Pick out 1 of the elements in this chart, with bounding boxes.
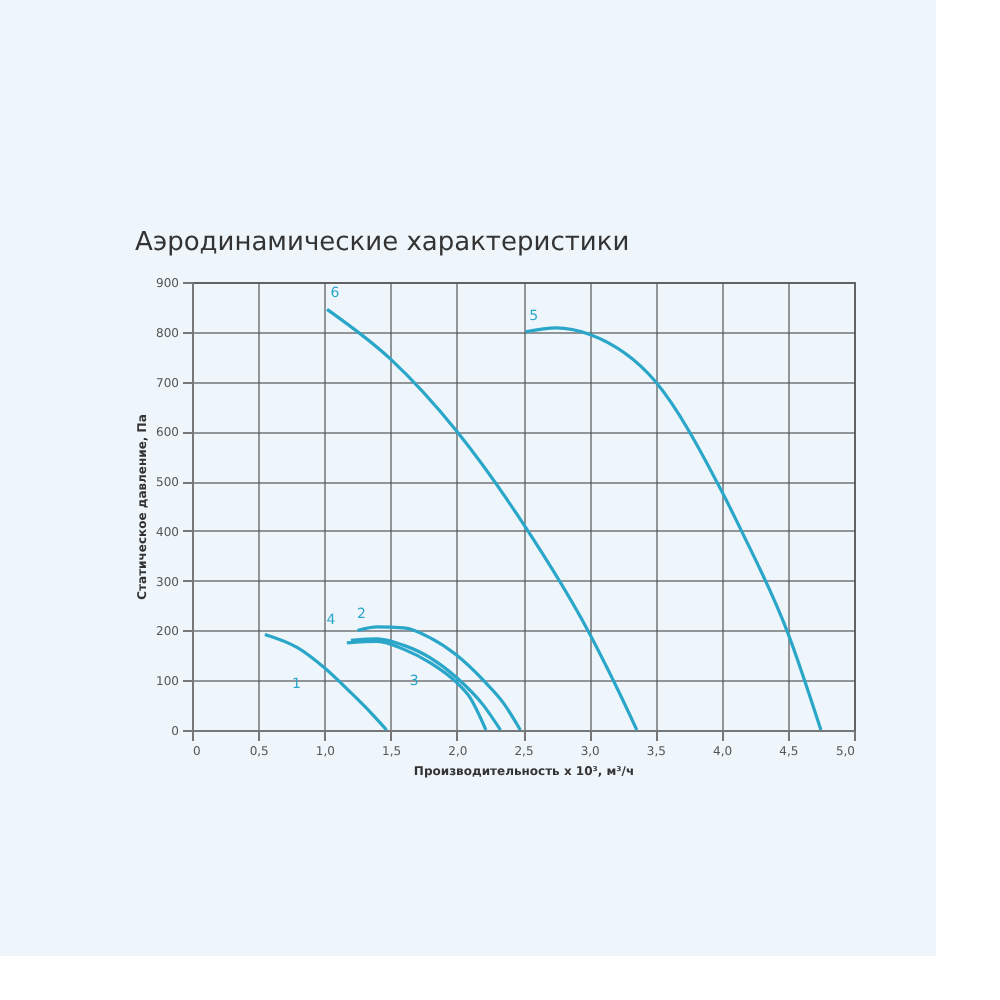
chart-title: Аэродинамические характеристики — [135, 228, 630, 258]
